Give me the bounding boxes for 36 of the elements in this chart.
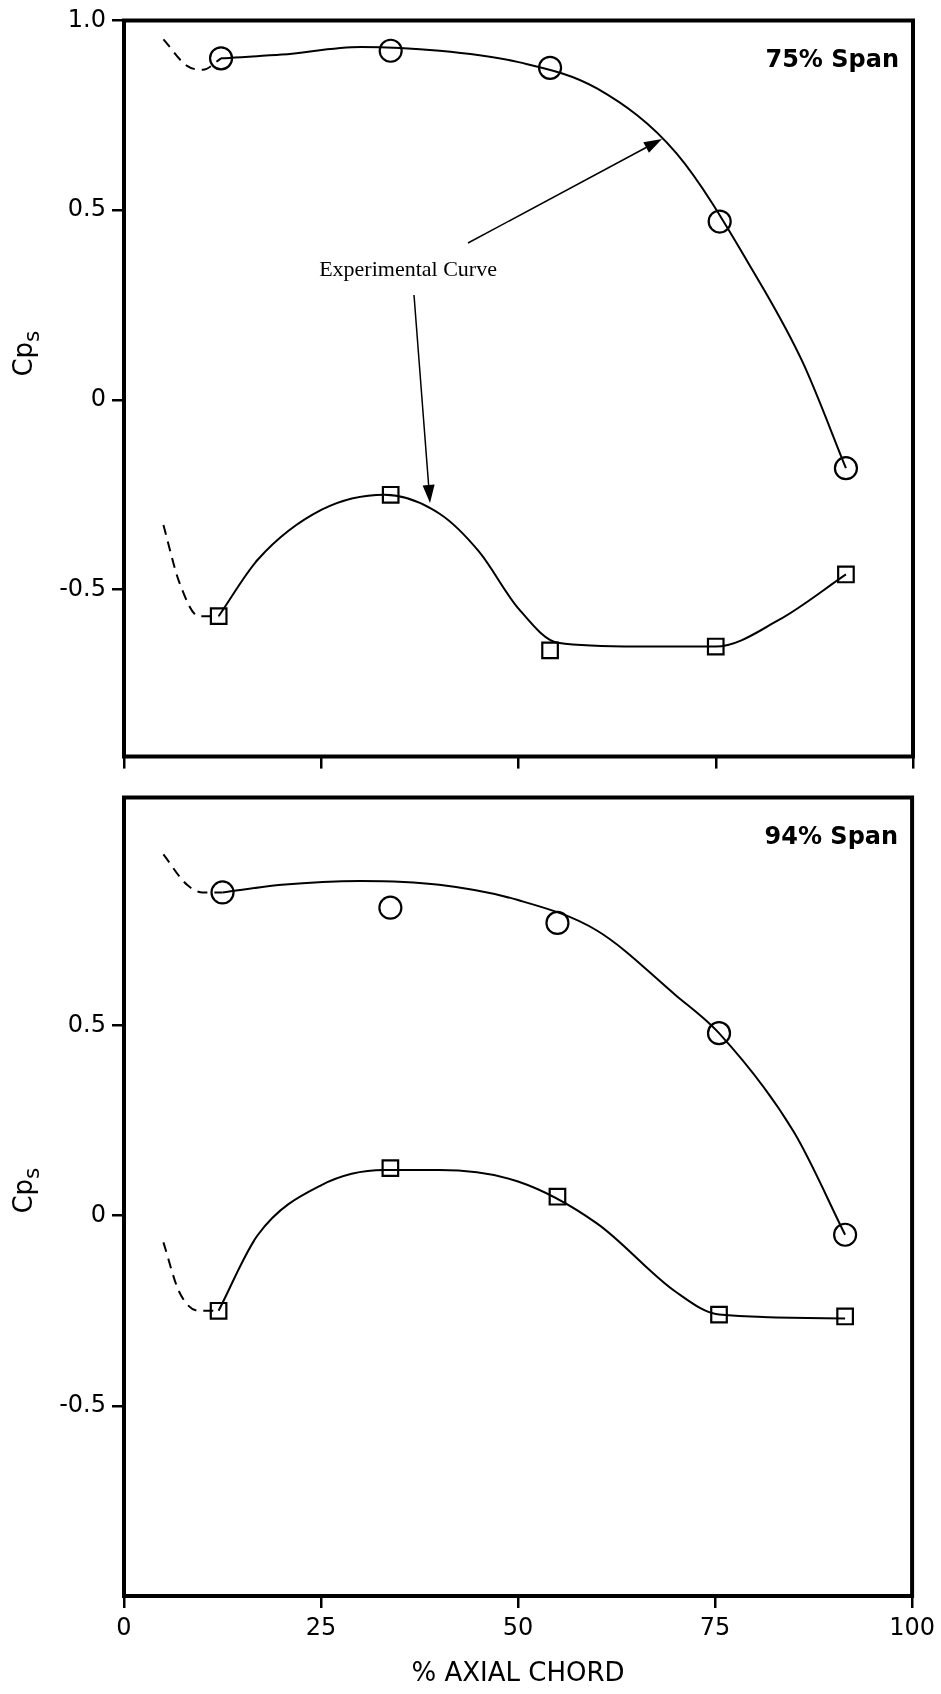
y-tick-label: 0.5 (67, 194, 106, 223)
y-tick-label: 0 (90, 384, 106, 413)
point (381, 1159, 400, 1178)
point (378, 38, 403, 63)
point (710, 1305, 728, 1324)
y-tick-label: 0 (90, 1199, 106, 1228)
point (548, 1187, 567, 1206)
point (378, 895, 403, 920)
point (836, 1307, 854, 1326)
y-tick-label: -0.5 (59, 1390, 106, 1419)
point (833, 1222, 858, 1247)
x-tick-label: 50 (502, 1612, 534, 1641)
y-tick-label: 1.0 (67, 4, 106, 33)
point (381, 485, 400, 504)
text: 94% Span (764, 821, 899, 850)
x-tick-label: 75 (699, 1612, 731, 1641)
point (707, 209, 732, 234)
point (209, 1301, 228, 1320)
point (208, 46, 234, 71)
point (837, 565, 855, 584)
point (541, 641, 559, 660)
point (537, 55, 563, 80)
y-tick-label: 0.5 (67, 1009, 106, 1038)
point (706, 637, 725, 656)
text: 75% Span (765, 44, 899, 73)
x-tick-label: 25 (305, 1612, 337, 1641)
point (833, 456, 859, 481)
annotation: Experimental Curve (319, 256, 497, 282)
point (706, 1021, 732, 1046)
y-tick-label: -0.5 (59, 573, 106, 602)
point (209, 607, 228, 626)
point (545, 910, 570, 935)
x-axis-title: % AXIAL CHORD (411, 1657, 625, 1688)
x-tick-label: 0 (116, 1612, 132, 1641)
x-tick-label: 100 (889, 1612, 935, 1641)
point (210, 880, 235, 905)
